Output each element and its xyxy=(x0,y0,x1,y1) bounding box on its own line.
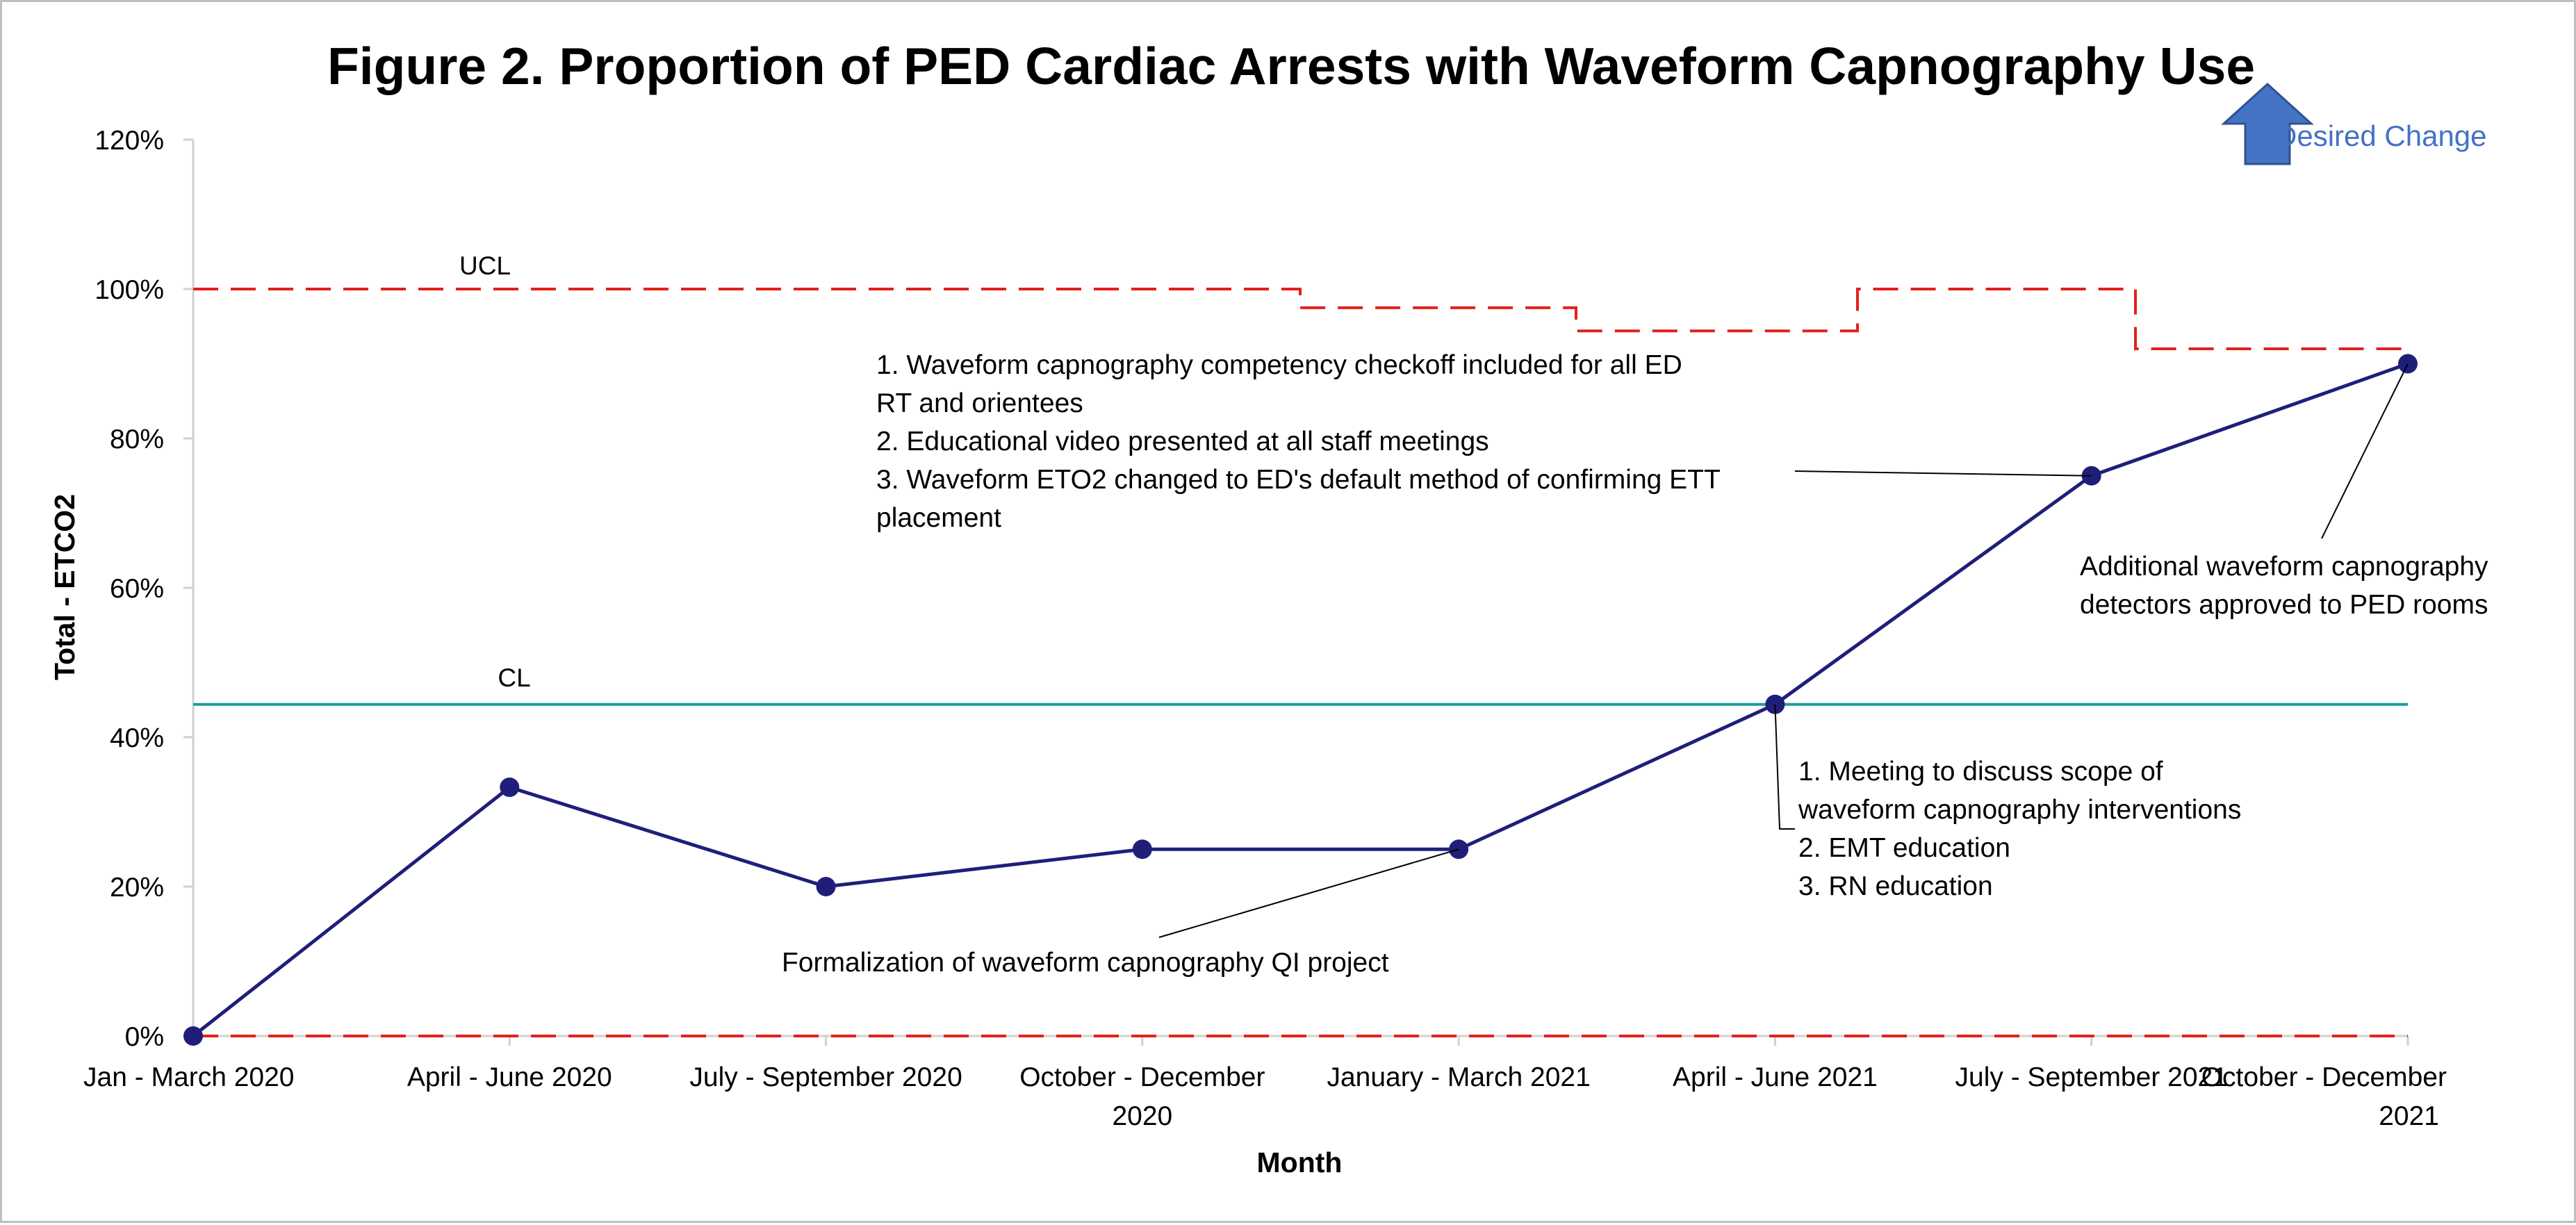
x-tick-label: Jan - March 2020 xyxy=(83,1062,295,1092)
annotation-leader xyxy=(1158,848,1459,938)
y-tick-label: 60% xyxy=(110,574,164,604)
data-point xyxy=(816,877,836,896)
annotation-text: RT and orientees xyxy=(876,388,1083,418)
data-point xyxy=(1132,839,1152,860)
y-tick-label: 20% xyxy=(110,873,164,903)
x-tick-label: July - September 2021 xyxy=(1955,1062,2228,1092)
x-tick-label: 2020 xyxy=(1112,1101,1172,1131)
data-point xyxy=(500,778,520,798)
x-tick-label: October - December xyxy=(2201,1062,2447,1092)
annotation-text: 3. RN education xyxy=(1798,871,1993,901)
chart-title: Figure 2. Proportion of PED Cardiac Arre… xyxy=(327,37,2255,95)
y-tick-label: 0% xyxy=(125,1022,164,1052)
cl-label: CL xyxy=(498,664,530,692)
y-tick-label: 40% xyxy=(110,723,164,753)
data-point xyxy=(1765,694,1785,714)
annotations: 1. Waveform capnography competency check… xyxy=(782,350,2488,978)
series-line xyxy=(192,362,2409,1037)
data-point xyxy=(183,1026,203,1046)
control-lines: UCL CL xyxy=(193,252,2408,1037)
annotation-text: Additional waveform capnography xyxy=(2080,552,2488,582)
up-arrow-icon xyxy=(2221,82,2314,165)
y-tick-label: 80% xyxy=(110,425,164,454)
annotation-leader xyxy=(1774,704,1795,830)
annotation-text: 1. Meeting to discuss scope of xyxy=(1798,757,2163,787)
x-tick-label: April - June 2020 xyxy=(407,1062,612,1092)
annotation-leader xyxy=(2321,363,2409,539)
annotation-text: 2. Educational video presented at all st… xyxy=(876,427,1489,457)
x-tick-label: 2021 xyxy=(2379,1101,2439,1131)
y-axis-title: Total - ETCO2 xyxy=(49,494,81,680)
annotation-text: placement xyxy=(876,503,1001,533)
annotation-text: 3. Waveform ETO2 changed to ED's default… xyxy=(876,465,1721,495)
x-tick-label: April - June 2021 xyxy=(1673,1062,1878,1092)
annotation-text: 2. EMT education xyxy=(1798,833,2010,863)
desired-change: Desired Change xyxy=(2221,82,2487,165)
series-layer xyxy=(183,354,2418,1046)
y-tick-label: 100% xyxy=(95,275,164,305)
y-tick-label: 120% xyxy=(95,126,164,156)
annotation-text: 1. Waveform capnography competency check… xyxy=(876,350,1682,380)
desired-change-label: Desired Change xyxy=(2276,120,2487,152)
annotation-text: Formalization of waveform capnography QI… xyxy=(782,948,1389,978)
annotation-leader xyxy=(1794,470,2092,477)
ucl-line xyxy=(193,288,2408,350)
ucl-label: UCL xyxy=(459,252,511,280)
x-axis-title: Month xyxy=(1257,1146,1343,1178)
axes: 0% 20% 40% 60% 80% 100% 120% Jan - March 2020 Ap… xyxy=(49,126,2447,1178)
x-tick-label: October - December xyxy=(1019,1062,1265,1092)
x-tick-label: July - September 2020 xyxy=(689,1062,962,1092)
annotation-text: detectors approved to PED rooms xyxy=(2080,590,2488,620)
annotation-text: waveform capnography interventions xyxy=(1798,795,2241,825)
x-tick-label: January - March 2021 xyxy=(1327,1062,1590,1092)
